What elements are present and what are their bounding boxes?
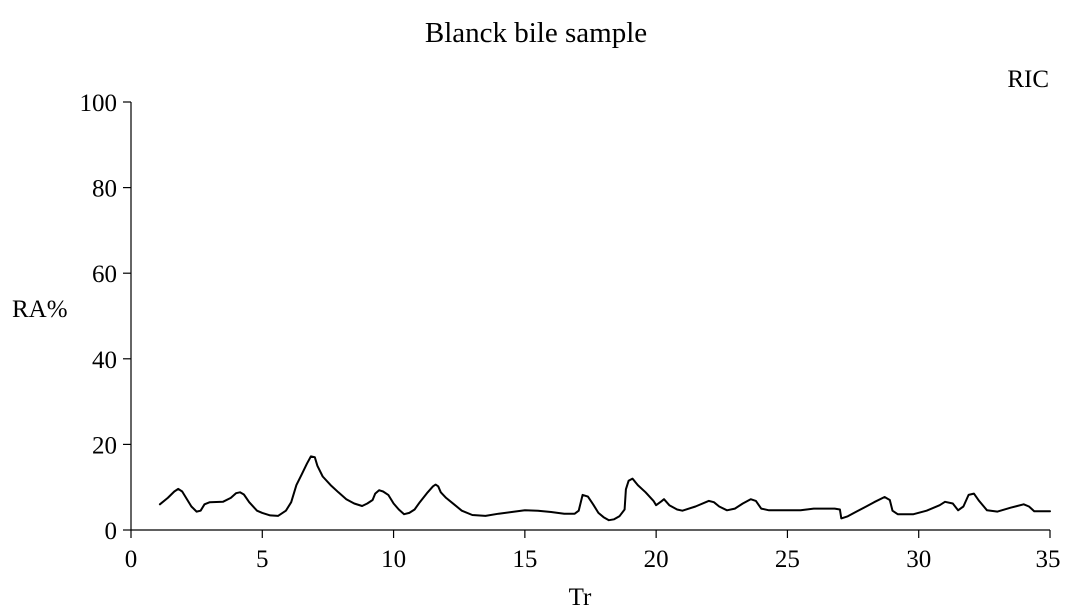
ric-trace-line: [158, 455, 1051, 522]
x-tick-label: 15: [512, 546, 537, 573]
ric-annotation: RIC: [1007, 66, 1049, 93]
x-tick-label: 5: [256, 546, 269, 573]
x-tick-label: 25: [775, 546, 800, 573]
y-tick-label: 60: [92, 261, 117, 288]
x-tick-label: 30: [906, 546, 931, 573]
x-axis-label: Tr: [569, 584, 592, 610]
y-tick-label: 0: [105, 518, 118, 545]
y-tick-label: 20: [92, 432, 117, 459]
x-tick-label: 35: [1036, 546, 1061, 573]
x-axis-ticks: 0 5 10 15 20 25 30 35: [125, 530, 1061, 573]
y-tick-label: 80: [92, 176, 117, 203]
x-tick-label: 0: [125, 546, 138, 573]
y-axis-ticks: 0 20 40 60 80 100: [80, 90, 131, 545]
y-axis-label: RA%: [12, 296, 68, 323]
x-tick-label: 20: [644, 546, 669, 573]
chart-title: Blanck bile sample: [425, 17, 647, 49]
x-tick-label: 10: [381, 546, 406, 573]
y-tick-label: 40: [92, 347, 117, 374]
y-tick-label: 100: [80, 90, 118, 117]
